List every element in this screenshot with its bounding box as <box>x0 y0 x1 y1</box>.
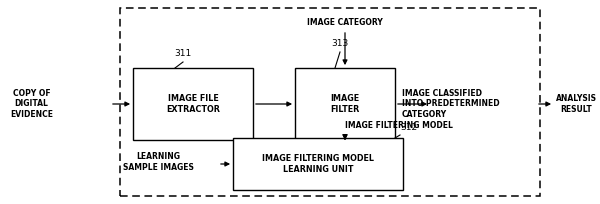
Text: IMAGE FILTERING MODEL
LEARNING UNIT: IMAGE FILTERING MODEL LEARNING UNIT <box>262 154 374 174</box>
Text: IMAGE CLASSIFIED
INTO PREDETERMINED
CATEGORY: IMAGE CLASSIFIED INTO PREDETERMINED CATE… <box>402 89 500 119</box>
Text: IMAGE FILE
EXTRACTOR: IMAGE FILE EXTRACTOR <box>166 94 220 114</box>
Text: 311: 311 <box>175 49 191 58</box>
Bar <box>120 8 540 196</box>
Text: 312: 312 <box>400 123 417 132</box>
Text: 313: 313 <box>331 39 349 48</box>
Bar <box>295 68 395 140</box>
Text: IMAGE FILTERING MODEL: IMAGE FILTERING MODEL <box>345 121 453 130</box>
Text: LEARNING
SAMPLE IMAGES: LEARNING SAMPLE IMAGES <box>122 152 193 172</box>
Text: ANALYSIS
RESULT: ANALYSIS RESULT <box>556 94 597 114</box>
Text: IMAGE
FILTER: IMAGE FILTER <box>331 94 359 114</box>
Bar <box>133 68 253 140</box>
Text: COPY OF
DIGITAL
EVIDENCE: COPY OF DIGITAL EVIDENCE <box>10 89 53 119</box>
Bar <box>233 138 403 190</box>
Text: IMAGE CATEGORY: IMAGE CATEGORY <box>307 18 383 27</box>
